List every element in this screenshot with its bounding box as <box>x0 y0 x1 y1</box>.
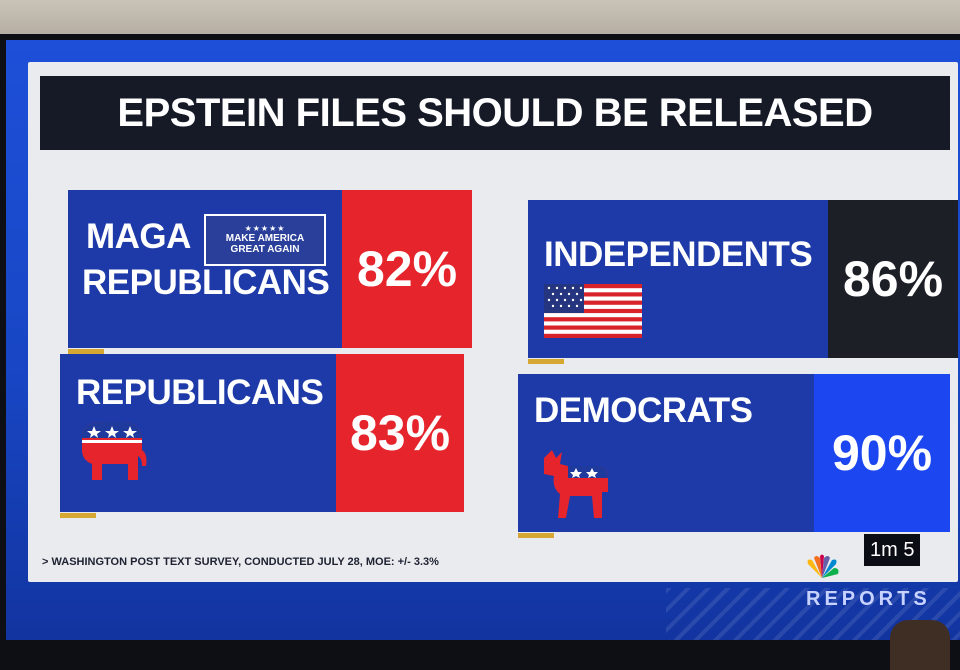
label-line1: MAGA <box>86 217 191 256</box>
card-label-area: DEMOCRATS <box>518 374 814 538</box>
us-flag-icon <box>544 284 642 338</box>
badge-line2: GREAT AGAIN <box>230 244 300 255</box>
card-republicans: REPUBLICANS 83% <box>60 354 464 518</box>
value-86: 86% <box>828 200 958 358</box>
tv-screen: EPSTEIN FILES SHOULD BE RELEASED MAGA RE… <box>6 40 960 640</box>
headline: EPSTEIN FILES SHOULD BE RELEASED <box>117 90 873 135</box>
value-82: 82% <box>342 190 472 348</box>
value-90: 90% <box>814 374 950 532</box>
network-logo-area <box>800 552 960 612</box>
show-name-fragment: REPORTS <box>806 588 931 610</box>
card-label-area: MAGA REPUBLICANS ★★★★★ MAKE AMERICA GREA… <box>68 190 342 354</box>
label-line1: INDEPENDENTS <box>544 235 813 274</box>
foreground-object <box>890 620 950 670</box>
badge-line1: MAKE AMERICA <box>225 233 305 244</box>
label-line2: REPUBLICANS <box>82 263 330 302</box>
headline-bar: EPSTEIN FILES SHOULD BE RELEASED <box>40 76 950 150</box>
accent-bar <box>68 349 104 354</box>
maga-hat-badge: ★★★★★ MAKE AMERICA GREAT AGAIN <box>204 214 326 266</box>
card-label-area: REPUBLICANS <box>60 354 336 518</box>
accent-bar <box>518 533 554 538</box>
peacock-logo-icon <box>807 554 839 578</box>
graphic-board: EPSTEIN FILES SHOULD BE RELEASED MAGA RE… <box>28 62 958 582</box>
accent-bar <box>528 359 564 364</box>
timer-badge: 1m 5 <box>864 534 921 566</box>
accent-bar <box>60 513 96 518</box>
card-independents: INDEPENDENTS <box>528 200 958 364</box>
republican-elephant-icon <box>82 422 147 480</box>
democratic-donkey-icon <box>544 450 608 518</box>
value-83: 83% <box>336 354 464 512</box>
wall-background <box>0 0 960 40</box>
timer-text: 1m 5 <box>870 538 915 561</box>
source-footnote: > WASHINGTON POST TEXT SURVEY, CONDUCTED… <box>42 556 439 568</box>
card-democrats: DEMOCRATS 90% <box>518 374 950 538</box>
label-line1: REPUBLICANS <box>76 373 324 412</box>
card-maga-republicans: MAGA REPUBLICANS ★★★★★ MAKE AMERICA GREA… <box>68 190 472 354</box>
label-line1: DEMOCRATS <box>534 391 753 430</box>
card-label-area: INDEPENDENTS <box>528 200 828 364</box>
